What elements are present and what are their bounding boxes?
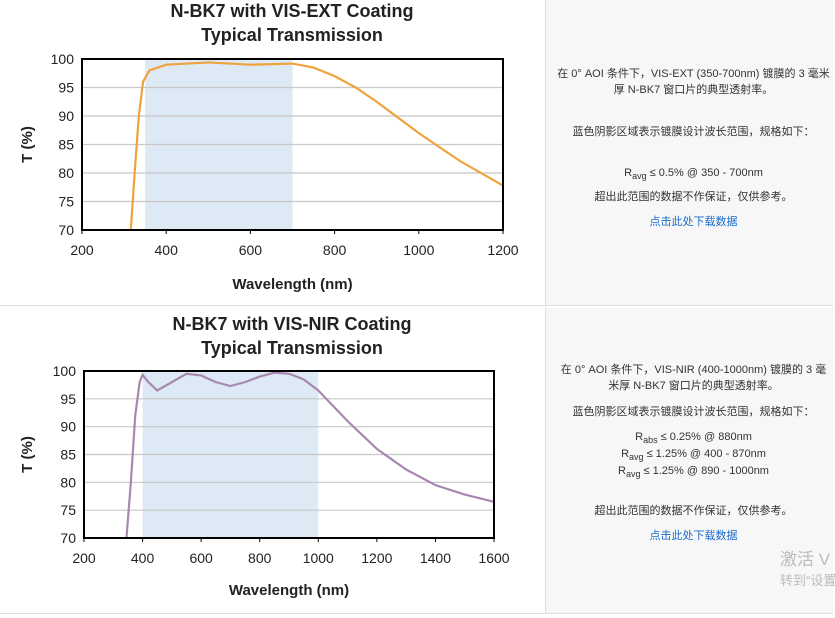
x-tick-label: 1400: [420, 550, 451, 566]
description-panel: 在 0° AOI 条件下，VIS-EXT (350-700nm) 镀膜的 3 毫…: [546, 0, 833, 305]
range-note: 蓝色阴影区域表示镀膜设计波长范围，规格如下：: [572, 126, 815, 138]
chart-subtitle: Typical Transmission: [201, 338, 383, 358]
chart-title: N-BK7 with VIS-EXT Coating: [171, 1, 414, 21]
x-tick-label: 1000: [403, 242, 434, 258]
spec-line: Ravg ≤ 0.5% @ 350 - 700nm: [556, 165, 831, 184]
row: N-BK7 with VIS-NIR Coating Typical Transm…: [0, 308, 833, 614]
y-axis-label: T (%): [19, 126, 36, 163]
x-tick-label: 600: [239, 242, 263, 258]
y-tick-label: 80: [60, 474, 76, 490]
spec-line: Rabs ≤ 0.25% @ 880nm: [556, 429, 831, 448]
link-line: 点击此处下载数据: [556, 528, 831, 544]
link-line: 点击此处下载数据: [556, 214, 831, 230]
intro-text: 在 0° AOI 条件下，VIS-EXT (350-700nm) 镀膜的 3 毫…: [557, 68, 830, 96]
disclaimer: 超出此范围的数据不作保证，仅供参考。: [594, 191, 793, 203]
x-tick-label: 1600: [478, 550, 509, 566]
x-tick-label: 200: [70, 242, 94, 258]
spec-symbol: R: [621, 448, 630, 460]
intro-text: 在 0° AOI 条件下，VIS-NIR (400-1000nm) 镀膜的 3 …: [560, 364, 827, 392]
y-tick-label: 100: [53, 363, 77, 379]
watermark: 转到“设置: [780, 573, 835, 588]
y-tick-label: 85: [58, 137, 74, 153]
spec-subscript: abs: [643, 435, 658, 446]
x-tick-label: 600: [189, 550, 213, 566]
plot-frame: [83, 370, 495, 539]
row: N-BK7 with VIS-EXT Coating Typical Transm…: [0, 0, 833, 306]
description-panel: 在 0° AOI 条件下，VIS-NIR (400-1000nm) 镀膜的 3 …: [546, 308, 833, 613]
x-axis-label: Wavelength (nm): [232, 276, 352, 293]
chart-title: N-BK7 with VIS-NIR Coating: [173, 314, 412, 334]
x-tick-label: 1200: [487, 242, 518, 258]
spec-text: ≤ 1.25% @ 890 - 1000nm: [643, 465, 769, 477]
transmission-line: [125, 371, 495, 539]
disclaimer: 超出此范围的数据不作保证，仅供参考。: [594, 505, 793, 517]
spec-text: ≤ 0.5% @ 350 - 700nm: [649, 167, 763, 179]
y-tick-label: 70: [60, 530, 76, 546]
y-tick-label: 85: [60, 447, 76, 463]
y-tick-label: 75: [60, 502, 76, 518]
spec-symbol: R: [618, 465, 626, 477]
plot-frame: [81, 58, 504, 231]
y-tick-label: 90: [60, 419, 76, 435]
watermark: 激活 V: [780, 550, 831, 569]
spec-line: Ravg ≤ 1.25% @ 400 - 870nm: [556, 446, 831, 465]
y-tick-label: 90: [58, 108, 74, 124]
x-tick-label: 1200: [361, 550, 392, 566]
range-note: 蓝色阴影区域表示镀膜设计波长范围，规格如下：: [572, 406, 815, 418]
spec-symbol: R: [624, 167, 633, 179]
y-tick-label: 80: [58, 165, 74, 181]
x-tick-label: 400: [131, 550, 155, 566]
x-axis-label: Wavelength (nm): [229, 582, 349, 599]
y-tick-label: 100: [51, 51, 75, 67]
y-axis-label: T (%): [19, 436, 36, 473]
x-tick-label: 200: [72, 550, 96, 566]
spec-subscript: avg: [625, 469, 641, 480]
y-tick-label: 95: [58, 80, 74, 96]
chart: N-BK7 with VIS-EXT Coating Typical Transm…: [19, 1, 519, 293]
x-tick-label: 800: [323, 242, 347, 258]
download-link[interactable]: 点击此处下载数据: [649, 216, 738, 228]
x-tick-label: 400: [155, 242, 179, 258]
spec-text: ≤ 1.25% @ 400 - 870nm: [646, 448, 766, 460]
x-tick-label: 800: [248, 550, 272, 566]
transmission-line: [129, 61, 504, 231]
chart-panel: N-BK7 with VIS-NIR Coating Typical Transm…: [0, 308, 546, 613]
chart: N-BK7 with VIS-NIR Coating Typical Transm…: [19, 314, 510, 599]
spec-line: Ravg ≤ 1.25% @ 890 - 1000nm: [556, 463, 831, 482]
y-tick-label: 75: [58, 194, 74, 210]
download-link[interactable]: 点击此处下载数据: [649, 530, 738, 542]
spec-symbol: R: [635, 431, 644, 443]
spec-text: ≤ 0.25% @ 880nm: [660, 431, 752, 443]
y-tick-label: 95: [60, 391, 76, 407]
chart-panel: N-BK7 with VIS-EXT Coating Typical Transm…: [0, 0, 546, 305]
spec-subscript: avg: [629, 452, 644, 463]
spec-subscript: avg: [632, 171, 647, 182]
x-tick-label: 1000: [303, 550, 334, 566]
chart-subtitle: Typical Transmission: [201, 25, 383, 45]
y-tick-label: 70: [58, 222, 74, 238]
